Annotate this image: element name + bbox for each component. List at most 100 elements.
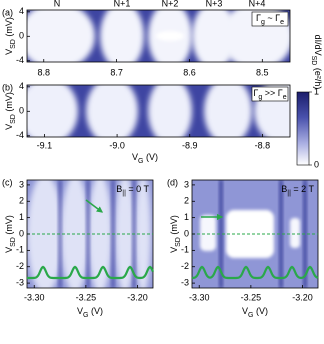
y-axis-label-part: (mV) — [4, 215, 14, 237]
y-axis-label-part: SD — [10, 39, 17, 49]
diamond — [100, 10, 144, 62]
x-tick-label: -8.8 — [255, 140, 271, 150]
diamond — [27, 85, 78, 137]
y-tick-label: 2 — [184, 196, 189, 206]
y-tick-label: -1 — [16, 245, 24, 255]
y-tick-label: 1 — [184, 212, 189, 222]
annotation-part: = 0 T — [126, 184, 150, 194]
x-axis-label-part: G — [83, 312, 88, 319]
y-axis-label: VSD (mV) — [4, 92, 17, 130]
annotation: Γg ~ Γe — [256, 13, 284, 26]
annotation-part: || — [122, 190, 126, 197]
x-axis-label-part: V — [242, 306, 248, 316]
x-axis-label-part: (V) — [88, 306, 103, 316]
panel-label: (c) — [2, 177, 13, 187]
y-tick-label: 4 — [19, 6, 24, 16]
panel-label: (d) — [167, 177, 178, 187]
y-tick-label: 0 — [19, 228, 24, 238]
colorbar-label-part: SD — [310, 56, 317, 66]
y-tick-label: 3 — [19, 179, 24, 189]
y-tick-label: -3 — [16, 277, 24, 287]
y-axis-label-part: V — [4, 247, 14, 253]
x-tick-label: 8.6 — [183, 67, 196, 77]
stripe — [279, 180, 283, 288]
annotation: Γg >> Γe — [253, 88, 286, 101]
y-axis-label: VSD (mV) — [169, 215, 182, 253]
x-tick-label: -3.25 — [76, 292, 97, 302]
x-axis-label: VG (V) — [77, 306, 103, 319]
x-tick-label: -9.0 — [109, 140, 125, 150]
annotation-box — [251, 86, 289, 102]
x-tick-label: -9.1 — [37, 140, 53, 150]
annotation-part: Γ — [253, 88, 258, 98]
x-tick-label: -3.30 — [189, 292, 210, 302]
annotation-part: e — [280, 19, 284, 26]
y-tick-label: 0 — [19, 106, 24, 116]
conductance-trace — [191, 265, 319, 280]
y-tick-label: 1 — [19, 212, 24, 222]
stripe — [219, 180, 223, 288]
y-tick-label: -4 — [16, 130, 24, 140]
x-tick-label: -3.30 — [24, 292, 45, 302]
annotation-part: ~ Γ — [265, 13, 280, 23]
charge-state: N+4 — [249, 0, 266, 8]
annotation-part: B — [281, 184, 287, 194]
x-tick-label: -3.20 — [292, 292, 313, 302]
y-axis-label-part: (mV) — [4, 92, 14, 114]
colorbar — [296, 91, 310, 166]
blockade — [290, 218, 300, 248]
annotation: B|| = 2 T — [281, 184, 314, 197]
annotation-part: || — [287, 190, 291, 197]
annotation-part: g — [261, 19, 265, 26]
panel-label: (a) — [2, 7, 13, 17]
annotation-part: B — [116, 184, 122, 194]
x-tick-label: 8.7 — [110, 67, 123, 77]
y-tick-label: 0 — [19, 31, 24, 41]
y-tick-label: -3 — [181, 277, 189, 287]
charge-state: N+2 — [162, 0, 179, 8]
x-tick-label: 8.8 — [37, 67, 50, 77]
y-axis-label-part: (mV) — [169, 215, 179, 237]
y-tick-label: -2 — [181, 261, 189, 271]
y-tick-label: -2 — [16, 261, 24, 271]
y-tick-label: 4 — [19, 81, 24, 91]
panel-label: (b) — [2, 82, 13, 92]
colorbar-tick-label: 0 — [314, 159, 319, 169]
y-axis-label-part: (mV) — [4, 17, 14, 39]
x-tick-label: -3.20 — [127, 292, 148, 302]
colorbar-label: dI/dVSD (e²/h) — [310, 35, 323, 90]
y-axis-label: VSD (mV) — [4, 17, 17, 55]
y-tick-label: 0 — [184, 228, 189, 238]
colorbar-label-part: dI/dV — [313, 35, 323, 56]
heatmap — [27, 10, 290, 62]
y-tick-label: 2 — [19, 196, 24, 206]
colorbar-label-part: (e²/h) — [313, 65, 323, 89]
y-axis-label: VSD (mV) — [4, 215, 17, 253]
annotation-part: g — [258, 94, 262, 101]
x-axis-label-part: (V) — [253, 306, 268, 316]
annotation-box — [251, 11, 289, 27]
x-tick-label: -8.9 — [182, 140, 198, 150]
charge-state: N+1 — [114, 0, 131, 8]
x-tick-label: -3.25 — [241, 292, 262, 302]
y-tick-label: -4 — [16, 55, 24, 65]
x-tick-label: 8.5 — [256, 67, 269, 77]
heatmap — [27, 85, 290, 137]
annotation-part: >> Γ — [262, 88, 283, 98]
y-axis-label-part: V — [4, 49, 14, 55]
arrow — [85, 199, 104, 213]
y-axis-label-part: SD — [10, 237, 17, 247]
x-axis-label-part: V — [77, 306, 83, 316]
y-axis-label-part: SD — [10, 114, 17, 124]
y-axis-label-part: V — [4, 124, 14, 130]
charge-state: N+3 — [206, 0, 223, 8]
x-axis-label-part: G — [138, 158, 143, 165]
x-axis-label-part: V — [132, 152, 138, 162]
conductance-trace — [27, 265, 155, 280]
diamond — [27, 10, 95, 62]
annotation-part: e — [283, 94, 287, 101]
y-axis-label-part: V — [169, 247, 179, 253]
blockade — [200, 215, 216, 251]
x-axis-label: VG (V) — [242, 306, 268, 319]
